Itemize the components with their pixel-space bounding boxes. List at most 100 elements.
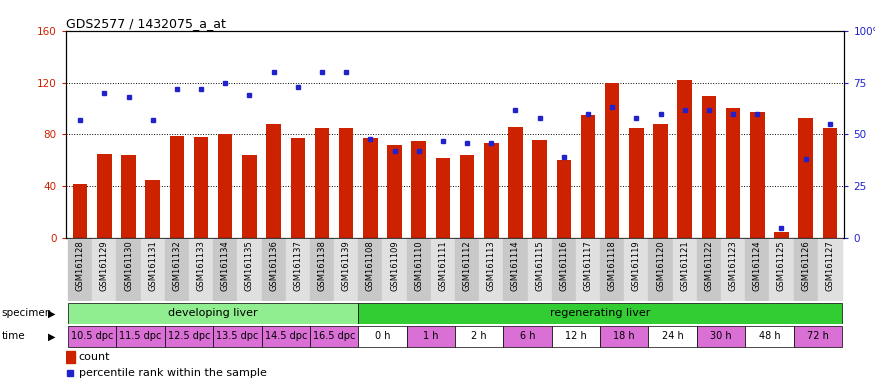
Text: GSM161130: GSM161130 [124,240,133,291]
Bar [382,238,407,301]
Text: 48 h: 48 h [759,331,780,341]
Text: 12.5 dpc: 12.5 dpc [168,331,210,341]
Text: GSM161123: GSM161123 [729,240,738,291]
Bar [648,326,696,347]
Bar [189,238,214,301]
Bar [310,326,358,347]
Bar [388,145,402,238]
Text: 14.5 dpc: 14.5 dpc [264,331,307,341]
Bar [798,118,813,238]
Bar [66,351,75,363]
Text: 72 h: 72 h [807,331,829,341]
Bar [68,238,92,301]
Text: GSM161121: GSM161121 [680,240,690,291]
Bar [774,232,788,238]
Bar [532,139,547,238]
Text: specimen: specimen [2,308,52,318]
Text: count: count [79,352,110,362]
Bar [242,155,256,238]
Bar [460,155,474,238]
Bar [696,238,721,301]
Bar [552,326,600,347]
Text: GSM161115: GSM161115 [536,240,544,291]
Bar [794,238,818,301]
Text: GSM161120: GSM161120 [656,240,665,291]
Text: GSM161116: GSM161116 [559,240,569,291]
Bar [92,238,116,301]
Bar [455,326,503,347]
Bar [605,83,620,238]
Bar [339,128,354,238]
Bar [214,238,237,301]
Bar [696,326,746,347]
Bar [503,326,552,347]
Bar [286,238,310,301]
Bar [624,238,648,301]
Text: GSM161117: GSM161117 [584,240,592,291]
Text: GSM161136: GSM161136 [270,240,278,291]
Bar [145,180,160,238]
Text: GSM161129: GSM161129 [100,240,108,291]
Text: GSM161137: GSM161137 [293,240,302,291]
Bar [116,238,141,301]
Text: GSM161110: GSM161110 [414,240,424,291]
Text: GSM161108: GSM161108 [366,240,374,291]
Text: GSM161131: GSM161131 [148,240,157,291]
Bar [358,303,842,324]
Text: 13.5 dpc: 13.5 dpc [216,331,258,341]
Bar [262,326,310,347]
Text: GSM161125: GSM161125 [777,240,786,291]
Bar [794,326,842,347]
Text: percentile rank within the sample: percentile rank within the sample [79,368,267,378]
Bar [290,138,305,238]
Text: 2 h: 2 h [472,331,487,341]
Text: time: time [2,331,25,341]
Text: GSM161126: GSM161126 [802,240,810,291]
Bar [358,326,407,347]
Bar [334,238,358,301]
Bar [262,238,286,301]
Bar [629,128,644,238]
Text: developing liver: developing liver [168,308,258,318]
Bar [363,138,378,238]
Text: GSM161128: GSM161128 [75,240,85,291]
Bar [164,238,189,301]
Bar [266,124,281,238]
Bar [484,144,499,238]
Text: GSM161135: GSM161135 [245,240,254,291]
Bar [769,238,794,301]
Bar [73,184,88,238]
Text: GSM161124: GSM161124 [752,240,762,291]
Bar [116,326,164,347]
Text: GSM161114: GSM161114 [511,240,520,291]
Bar [407,326,455,347]
Bar [600,326,648,347]
Bar [673,238,696,301]
Bar [407,238,430,301]
Bar [581,115,595,238]
Text: GSM161109: GSM161109 [390,240,399,291]
Bar [677,80,692,238]
Bar [430,238,455,301]
Text: 30 h: 30 h [710,331,731,341]
Bar [237,238,262,301]
Bar [122,155,136,238]
Text: 16.5 dpc: 16.5 dpc [313,331,355,341]
Bar [721,238,746,301]
Bar [141,238,164,301]
Bar [68,303,358,324]
Bar [164,326,214,347]
Bar [214,326,262,347]
Bar [358,238,382,301]
Bar [97,154,112,238]
Bar [552,238,576,301]
Bar [746,326,794,347]
Bar [315,128,329,238]
Bar [411,141,426,238]
Text: GSM161111: GSM161111 [438,240,447,291]
Text: GSM161127: GSM161127 [825,240,835,291]
Text: 0 h: 0 h [374,331,390,341]
Text: GSM161134: GSM161134 [220,240,230,291]
Text: 24 h: 24 h [662,331,683,341]
Bar [648,238,673,301]
